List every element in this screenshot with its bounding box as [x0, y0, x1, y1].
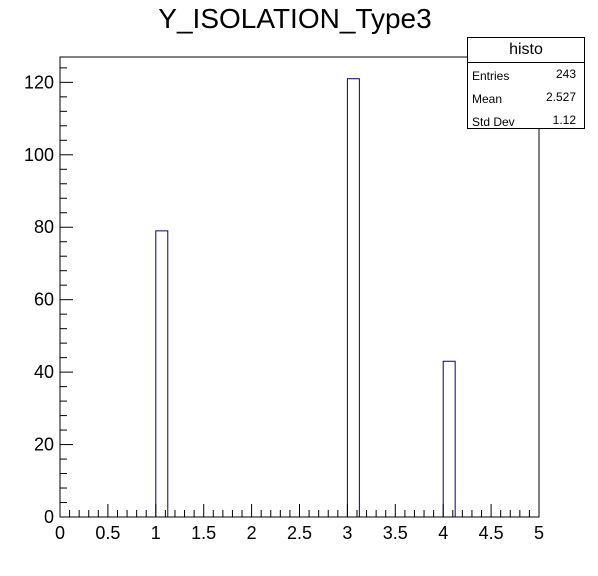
stats-row-entries: Entries 243: [468, 63, 584, 86]
x-tick-label: 3: [342, 523, 352, 543]
stats-box: histo Entries 243 Mean 2.527 Std Dev 1.1…: [467, 37, 585, 129]
histogram-bar: [347, 79, 359, 517]
stats-value: 243: [556, 67, 576, 81]
x-tick-label: 2.5: [287, 523, 312, 543]
y-tick-label: 0: [44, 507, 54, 527]
x-tick-label: 3.5: [383, 523, 408, 543]
x-tick-label: 5: [534, 523, 544, 543]
x-axis-ticks: 0 0.5 1 1.5 2 2.5 3 3.5 4 4.5 5: [55, 504, 544, 543]
y-axis-ticks: 0 20 40 60 80 100 120: [24, 68, 73, 527]
x-tick-label: 4.5: [479, 523, 504, 543]
y-tick-label: 60: [34, 290, 54, 310]
stats-label: Std Dev: [472, 115, 515, 129]
stats-label: Entries: [472, 69, 509, 83]
x-tick-label: 0: [55, 523, 65, 543]
histogram-bar: [156, 231, 168, 517]
stats-label: Mean: [472, 92, 502, 106]
y-tick-label: 40: [34, 362, 54, 382]
y-tick-label: 80: [34, 217, 54, 237]
stats-row-stddev: Std Dev 1.12: [468, 109, 584, 132]
stats-row-mean: Mean 2.527: [468, 86, 584, 109]
y-tick-label: 20: [34, 435, 54, 455]
stats-value: 2.527: [546, 90, 576, 104]
chart-title: Y_ISOLATION_Type3: [158, 3, 431, 34]
x-tick-label: 0.5: [95, 523, 120, 543]
stats-value: 1.12: [553, 113, 576, 127]
bars-layer: [156, 79, 455, 517]
x-tick-label: 4: [438, 523, 448, 543]
x-tick-label: 2: [247, 523, 257, 543]
x-tick-label: 1: [151, 523, 161, 543]
histogram-bar: [443, 361, 455, 517]
x-tick-label: 1.5: [191, 523, 216, 543]
y-tick-label: 100: [24, 145, 54, 165]
y-tick-label: 120: [24, 72, 54, 92]
stats-title: histo: [468, 38, 584, 63]
